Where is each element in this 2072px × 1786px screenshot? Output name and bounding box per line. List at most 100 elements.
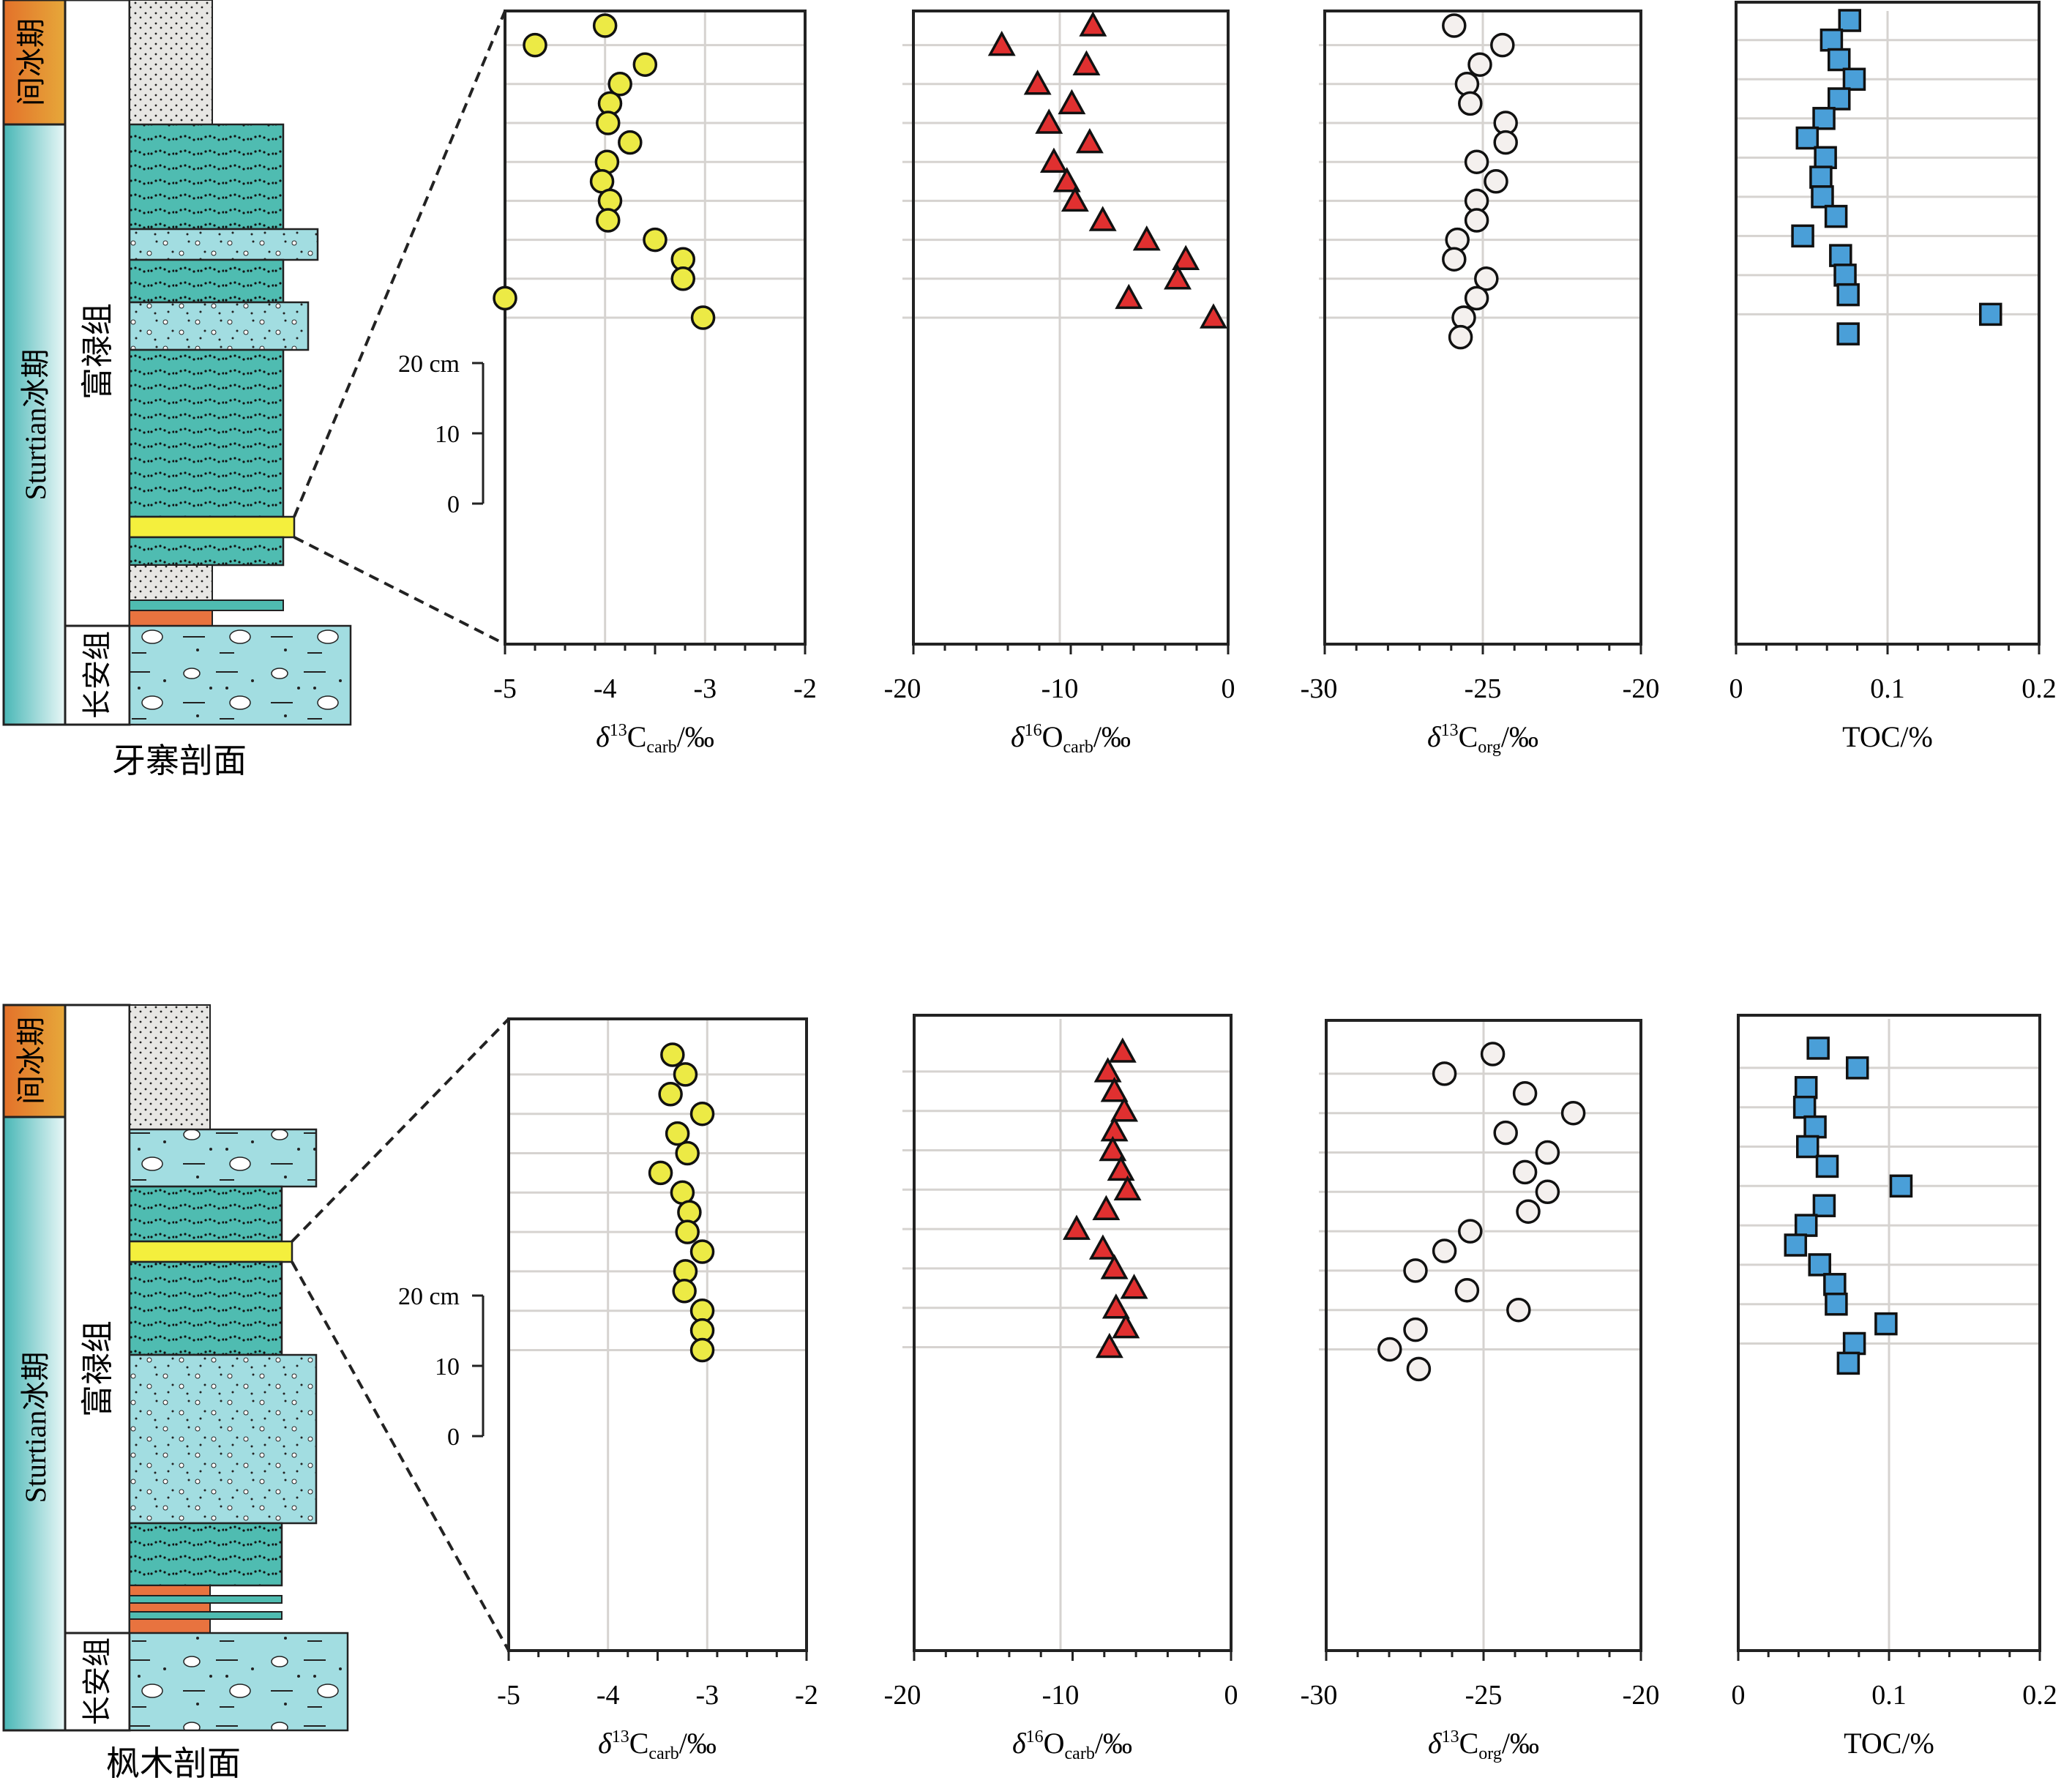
stratigraphic-column: 间冰期 Sturtian冰期 富禄组 长安组 枫木剖面 <box>2 1004 349 1782</box>
red-bed <box>129 1618 211 1634</box>
data-point <box>1796 1135 1819 1159</box>
data-point <box>658 1082 683 1107</box>
wavy-limestone-bed <box>128 348 285 518</box>
data-point <box>1784 1233 1808 1257</box>
wavy-limestone-bed <box>128 536 285 567</box>
pebbly-bed <box>128 228 319 261</box>
red-bed <box>129 1585 211 1596</box>
data-point <box>1811 185 1834 209</box>
glacial-band <box>2 123 67 726</box>
depth-scale: 20 cm 10 0 <box>398 1283 485 1451</box>
data-point <box>1490 32 1515 58</box>
data-point <box>1458 1219 1483 1244</box>
scale-label-0: 0 <box>447 1424 460 1451</box>
data-point <box>1061 186 1089 212</box>
data-point <box>1842 1331 1866 1356</box>
thin-limestone-bed <box>129 599 284 611</box>
tick-label: -30 <box>1301 1680 1338 1711</box>
tick-label: 0 <box>1222 673 1235 704</box>
tick-label: -5 <box>497 1680 520 1711</box>
data-point <box>592 13 618 38</box>
sandstone-bed <box>129 0 213 125</box>
thin-limestone-bed <box>129 1611 283 1620</box>
chart-d18o-carb: -20 -10 0 δ16Ocarb/‰ <box>884 1014 1238 1763</box>
sampled-interval-marker <box>128 1240 293 1263</box>
data-point <box>1093 1057 1122 1083</box>
diamictite-bed <box>128 1632 349 1732</box>
tick-label: -20 <box>884 673 921 704</box>
chart-d13c-carb: -5 -4 -3 -2 δ13Ccarb/‰ <box>493 10 817 757</box>
data-point <box>1836 322 1860 345</box>
tick-label: -2 <box>795 1680 818 1711</box>
data-point <box>1442 247 1467 272</box>
tick-label: -10 <box>1042 1680 1080 1711</box>
tick-label: -3 <box>695 1680 719 1711</box>
data-point <box>1403 1258 1428 1283</box>
scale-label-10: 10 <box>435 1353 460 1380</box>
data-point <box>665 1121 690 1146</box>
data-point <box>1092 1195 1121 1220</box>
data-point <box>1113 1175 1142 1201</box>
data-point <box>1063 1214 1091 1240</box>
data-point <box>1474 266 1499 291</box>
data-point <box>1107 1155 1135 1181</box>
depth-scale: 20 cm 10 0 <box>398 351 485 518</box>
section-title: 牙寨剖面 <box>112 742 247 780</box>
data-point <box>1108 1037 1137 1063</box>
data-point <box>1829 244 1852 267</box>
pebbly-bed <box>128 301 310 351</box>
x-axis-label: δ16Ocarb/‰ <box>1011 720 1131 757</box>
data-point <box>1100 1254 1129 1279</box>
data-point <box>1448 324 1473 350</box>
data-point <box>987 30 1016 56</box>
data-point <box>1493 1120 1518 1146</box>
wavy-limestone-bed <box>128 1185 283 1243</box>
data-point <box>1088 206 1117 231</box>
data-point <box>1377 1337 1402 1362</box>
section-title: 枫木剖面 <box>106 1745 241 1782</box>
data-point <box>1132 225 1161 251</box>
formation-band <box>64 0 131 627</box>
formation-label: 富禄组 <box>80 1320 116 1417</box>
tick-label: -4 <box>596 1680 620 1711</box>
data-point <box>689 1337 715 1363</box>
data-point <box>1824 204 1848 228</box>
red-bed <box>129 1602 211 1613</box>
data-point <box>523 32 547 58</box>
data-point <box>1535 1179 1560 1205</box>
glacial-band <box>2 1116 67 1732</box>
data-point <box>1833 264 1857 287</box>
tick-label: 0 <box>1729 673 1743 704</box>
data-point <box>1794 1214 1818 1237</box>
data-point <box>1406 1356 1432 1382</box>
tick-label: 0.2 <box>2022 1680 2057 1711</box>
data-point <box>1454 1278 1480 1303</box>
data-point <box>1806 1036 1830 1060</box>
data-point <box>1825 1292 1848 1316</box>
tick-label: -20 <box>884 1680 921 1711</box>
data-point <box>1812 107 1836 130</box>
wavy-limestone-bed <box>128 1260 283 1356</box>
base-formation-band <box>64 624 131 726</box>
tick-label: 0 <box>1224 1680 1238 1711</box>
data-point <box>1845 1056 1869 1080</box>
data-point <box>1164 264 1192 290</box>
tick-label: 0.1 <box>1871 1680 1907 1711</box>
data-point <box>1112 1312 1140 1339</box>
data-point <box>1099 1135 1127 1162</box>
x-axis-label: δ13Corg/‰ <box>1427 720 1538 757</box>
x-axis-label: δ13Ccarb/‰ <box>598 1727 717 1763</box>
data-point <box>1814 146 1837 170</box>
data-point <box>1560 1100 1586 1126</box>
tick-label: -20 <box>1623 1680 1660 1711</box>
chart-toc: 0 0.1 0.2 TOC/% <box>1732 1014 2057 1760</box>
data-point <box>632 52 658 77</box>
data-point <box>1464 285 1489 311</box>
data-point <box>1512 1159 1538 1185</box>
data-point <box>1889 1174 1913 1198</box>
tick-label: -30 <box>1301 673 1338 704</box>
data-point <box>1100 1116 1129 1142</box>
formation-band <box>64 1004 131 1634</box>
data-point <box>689 1239 715 1264</box>
data-point <box>670 266 696 291</box>
